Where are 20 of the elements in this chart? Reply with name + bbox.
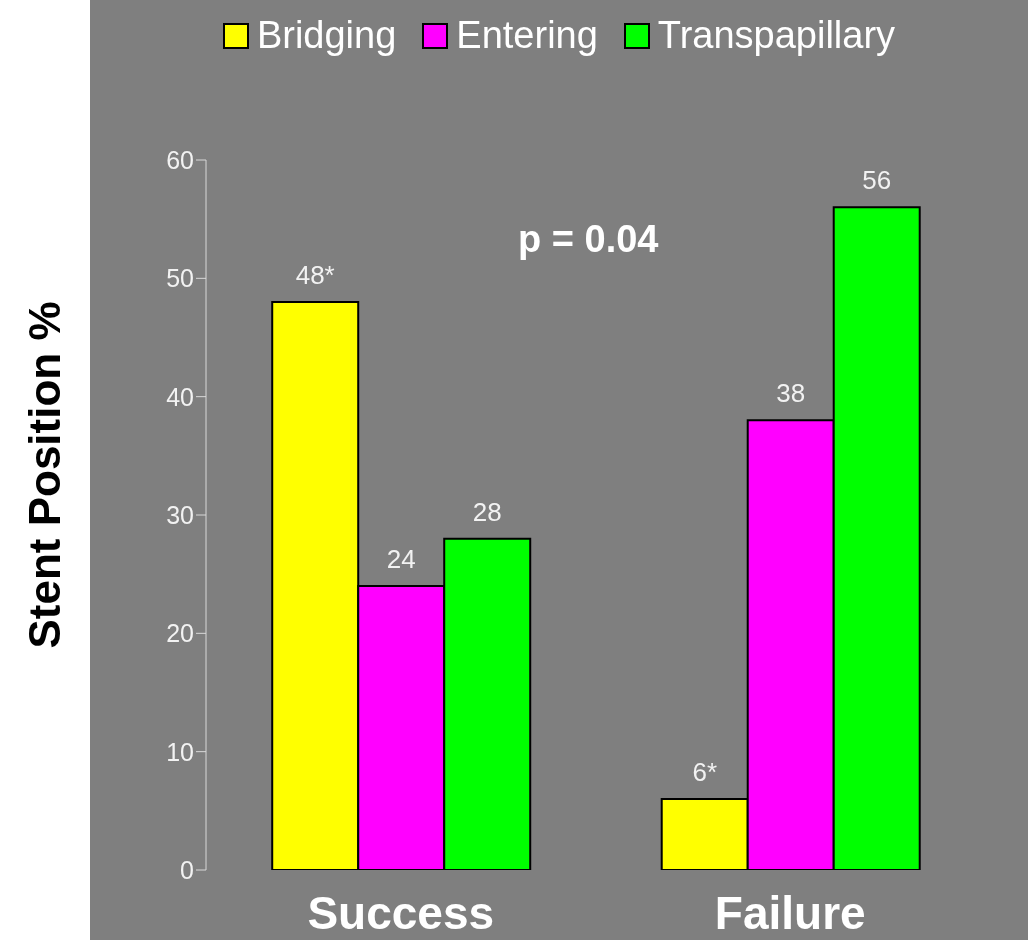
data-label: 6* (692, 757, 717, 787)
x-tick-label: Success (307, 886, 495, 939)
y-tick-label: 60 (166, 145, 194, 174)
data-label: 48* (295, 260, 335, 290)
data-label: 24 (386, 544, 416, 574)
legend-label: Bridging (256, 14, 397, 57)
y-tick-label: 10 (166, 737, 194, 766)
data-label: 28 (472, 496, 502, 527)
data-label: 38 (776, 378, 806, 409)
data-label: 56 (862, 165, 892, 196)
legend-label: Entering (456, 14, 598, 57)
y-tick-label: 40 (166, 382, 194, 411)
y-axis-title: Stent Position % (20, 301, 70, 649)
y-tick-label: 30 (166, 500, 194, 529)
legend-label: Transpapillary (657, 14, 896, 57)
x-tick-label: Failure (714, 886, 866, 939)
y-tick-label: 20 (166, 619, 194, 648)
y-tick-label: 50 (166, 264, 194, 293)
y-tick-label: 0 (180, 855, 194, 884)
annotation: p = 0.04 (518, 218, 659, 261)
